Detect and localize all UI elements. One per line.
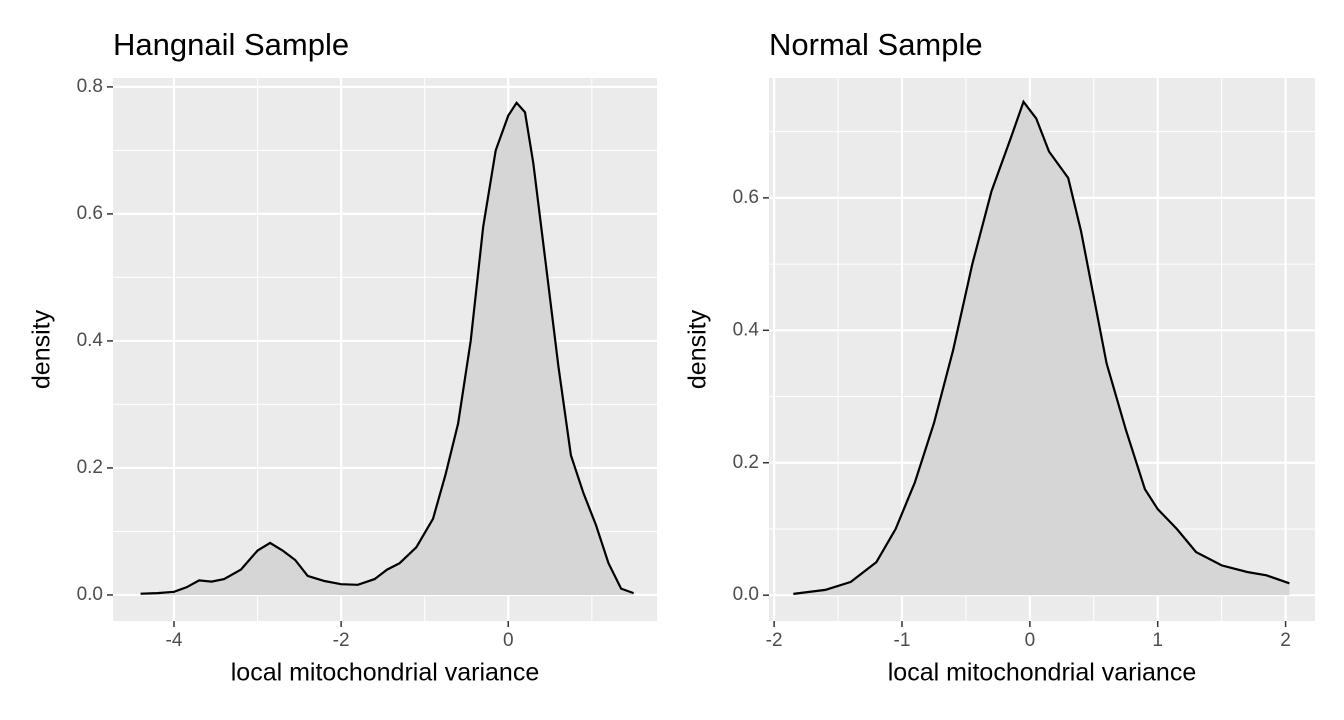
y-tick-label: 0.8 [77, 76, 103, 97]
x-tick-label: -2 [333, 630, 350, 651]
density-line [793, 99, 1290, 595]
y-tick-label: 0.0 [77, 584, 103, 605]
x-tick-label: 0 [1025, 630, 1036, 651]
y-tick-label: 0.6 [77, 203, 103, 224]
y-axis-title: density [28, 309, 56, 389]
density-line [140, 100, 634, 595]
density-area [793, 101, 1290, 596]
x-tick-label: 1 [1152, 630, 1163, 651]
y-tick-label: 0.4 [733, 319, 760, 340]
panel: -4 -2 0 0.0 0.2 0.4 0.6 0.8 Hangnail Sample local… [28, 27, 657, 687]
y-tick-label: 0.0 [733, 584, 759, 605]
density-area [140, 102, 634, 595]
x-tick-label: 2 [1280, 630, 1291, 651]
y-tick-label: 0.2 [77, 457, 103, 478]
x-tick-label: -1 [894, 630, 911, 651]
x-axis-title: local mitochondrial variance [231, 659, 539, 687]
chart-title: Normal Sample [769, 27, 983, 62]
x-tick-label: -4 [166, 630, 183, 651]
x-tick-label: 0 [503, 630, 514, 651]
y-tick-label: 0.6 [733, 187, 759, 208]
y-tick-label: 0.2 [733, 452, 759, 473]
chart-title: Hangnail Sample [113, 27, 349, 62]
panel: -2 -1 0 1 2 0.0 0.2 0.4 0.6 Normal Sample local mi… [684, 27, 1315, 687]
x-tick-label: -2 [766, 630, 783, 651]
y-tick-label: 0.4 [77, 330, 104, 351]
x-axis-title: local mitochondrial variance [888, 659, 1196, 687]
y-axis-title: density [684, 309, 712, 389]
